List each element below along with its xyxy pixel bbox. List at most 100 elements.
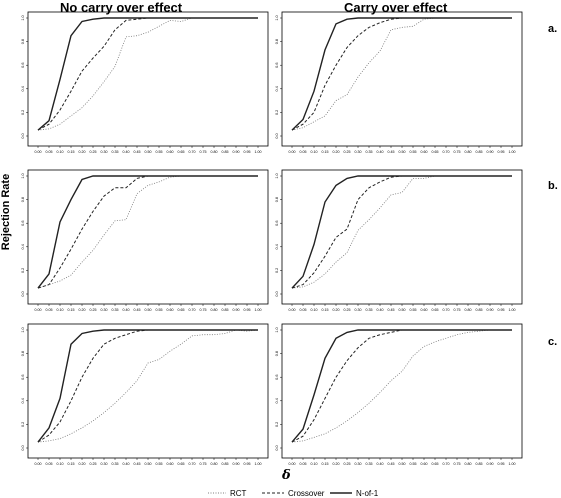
x-tick-label: 0.85 <box>476 462 483 466</box>
y-tick-label: 0.6 <box>275 63 279 68</box>
panel-frame <box>27 169 269 305</box>
x-tick-label: 0.25 <box>344 462 351 466</box>
x-tick-label: 0.85 <box>222 150 229 154</box>
series-line-crossover <box>291 17 512 131</box>
x-tick-label: 0.65 <box>178 462 185 466</box>
y-tick-label: 0.4 <box>275 244 279 249</box>
x-tick-label: 0.15 <box>68 308 75 312</box>
x-tick-label: 0.00 <box>289 308 296 312</box>
x-tick-label: 0.40 <box>123 150 130 154</box>
x-tick-label: 0.15 <box>322 308 329 312</box>
x-axis-label: δ <box>282 468 291 483</box>
x-tick-label: 0.20 <box>333 462 340 466</box>
x-tick-label: 0.35 <box>112 308 119 312</box>
panel-a-left: 0.00 0.05 0.10 0.15 0.20 0.25 0.30 0.35 0.40 0.45… <box>21 11 269 154</box>
x-tick-label: 0.80 <box>211 150 218 154</box>
x-tick-label: 0.00 <box>35 462 42 466</box>
x-tick-label: 0.75 <box>200 462 207 466</box>
x-tick-label: 0.90 <box>233 462 240 466</box>
x-tick-label: 0.90 <box>487 462 494 466</box>
y-tick-label: 0.8 <box>275 351 279 356</box>
column-title-right: Carry over effect <box>344 0 448 15</box>
y-tick-label: 0.4 <box>21 244 25 249</box>
x-tick-label: 0.70 <box>189 462 196 466</box>
x-tick-label: 1.00 <box>509 462 516 466</box>
x-tick-label: 0.55 <box>156 150 163 154</box>
y-tick-label: 1.0 <box>21 327 25 332</box>
panel-a-right: 0.00 0.05 0.10 0.15 0.20 0.25 0.30 0.35 0.40 0.45… <box>275 11 523 154</box>
x-tick-label: 0.95 <box>244 308 251 312</box>
x-tick-label: 0.55 <box>410 308 417 312</box>
series-line-crossover <box>37 175 258 289</box>
y-tick-label: 0.0 <box>275 291 279 296</box>
panel-b-right: 0.00 0.05 0.10 0.15 0.20 0.25 0.30 0.35 0.40 0.45… <box>275 169 523 312</box>
x-tick-label: 0.75 <box>200 150 207 154</box>
x-tick-label: 0.30 <box>101 308 108 312</box>
x-tick-label: 0.70 <box>443 462 450 466</box>
x-tick-label: 0.35 <box>112 462 119 466</box>
x-tick-label: 0.85 <box>222 308 229 312</box>
y-tick-label: 0.2 <box>21 422 25 427</box>
series-line-rct <box>291 17 512 131</box>
x-tick-label: 0.95 <box>498 462 505 466</box>
x-tick-label: 0.35 <box>366 150 373 154</box>
series-line-crossover <box>291 329 512 443</box>
y-tick-label: 0.0 <box>275 133 279 138</box>
x-tick-label: 0.20 <box>79 150 86 154</box>
y-tick-label: 0.8 <box>21 39 25 44</box>
x-tick-label: 0.60 <box>167 150 174 154</box>
x-tick-label: 0.40 <box>377 308 384 312</box>
x-tick-label: 0.20 <box>79 308 86 312</box>
x-tick-label: 0.15 <box>322 150 329 154</box>
panel-frame <box>281 323 523 459</box>
y-tick-label: 0.0 <box>21 291 25 296</box>
x-tick-label: 0.00 <box>289 150 296 154</box>
x-tick-label: 0.65 <box>178 308 185 312</box>
x-tick-label: 0.35 <box>366 308 373 312</box>
series-line-rct <box>37 329 259 443</box>
x-tick-label: 0.95 <box>498 150 505 154</box>
y-tick-label: 0.4 <box>21 398 25 403</box>
y-tick-label: 1.0 <box>21 15 25 20</box>
y-tick-label: 0.4 <box>21 86 25 91</box>
x-tick-label: 0.35 <box>112 150 119 154</box>
x-tick-label: 0.75 <box>454 150 461 154</box>
legend-item-crossover: Crossover <box>262 488 324 498</box>
legend-label-crossover: Crossover <box>288 488 325 498</box>
y-tick-label: 1.0 <box>275 15 279 20</box>
x-tick-label: 0.55 <box>156 462 163 466</box>
x-tick-label: 0.80 <box>465 462 472 466</box>
legend-item-nof1: N-of-1 <box>330 488 378 498</box>
x-tick-label: 0.50 <box>399 462 406 466</box>
y-tick-label: 0.8 <box>275 197 279 202</box>
x-tick-label: 0.05 <box>46 150 53 154</box>
x-tick-label: 0.10 <box>311 150 318 154</box>
x-tick-label: 0.05 <box>300 150 307 154</box>
x-tick-label: 0.50 <box>145 150 152 154</box>
x-tick-label: 0.45 <box>134 462 141 466</box>
y-tick-label: 0.0 <box>21 133 25 138</box>
x-tick-label: 1.00 <box>509 308 516 312</box>
x-tick-label: 0.85 <box>476 308 483 312</box>
panel-c-left: 0.00 0.05 0.10 0.15 0.20 0.25 0.30 0.35 0.40 0.45… <box>21 323 269 466</box>
x-tick-label: 0.70 <box>189 150 196 154</box>
y-tick-label: 0.2 <box>275 268 279 273</box>
legend-label-rct: RCT <box>230 488 247 498</box>
legend-swatch-rct <box>208 492 226 494</box>
x-tick-label: 0.95 <box>498 308 505 312</box>
legend-swatch-nof1 <box>330 492 352 494</box>
y-tick-label: 0.2 <box>275 110 279 115</box>
x-tick-label: 0.30 <box>101 150 108 154</box>
panel-c-right: 0.00 0.05 0.10 0.15 0.20 0.25 0.30 0.35 0.40 0.45… <box>275 323 523 466</box>
y-tick-label: 0.2 <box>21 268 25 273</box>
x-tick-label: 0.75 <box>200 308 207 312</box>
series-line-n-of-1 <box>37 175 258 289</box>
x-tick-label: 0.35 <box>366 462 373 466</box>
series-line-n-of-1 <box>291 17 512 131</box>
y-tick-label: 0.0 <box>275 445 279 450</box>
y-tick-label: 0.2 <box>275 422 279 427</box>
x-tick-label: 0.95 <box>244 462 251 466</box>
x-tick-label: 0.50 <box>145 308 152 312</box>
x-tick-label: 0.55 <box>410 462 417 466</box>
y-tick-label: 1.0 <box>275 327 279 332</box>
